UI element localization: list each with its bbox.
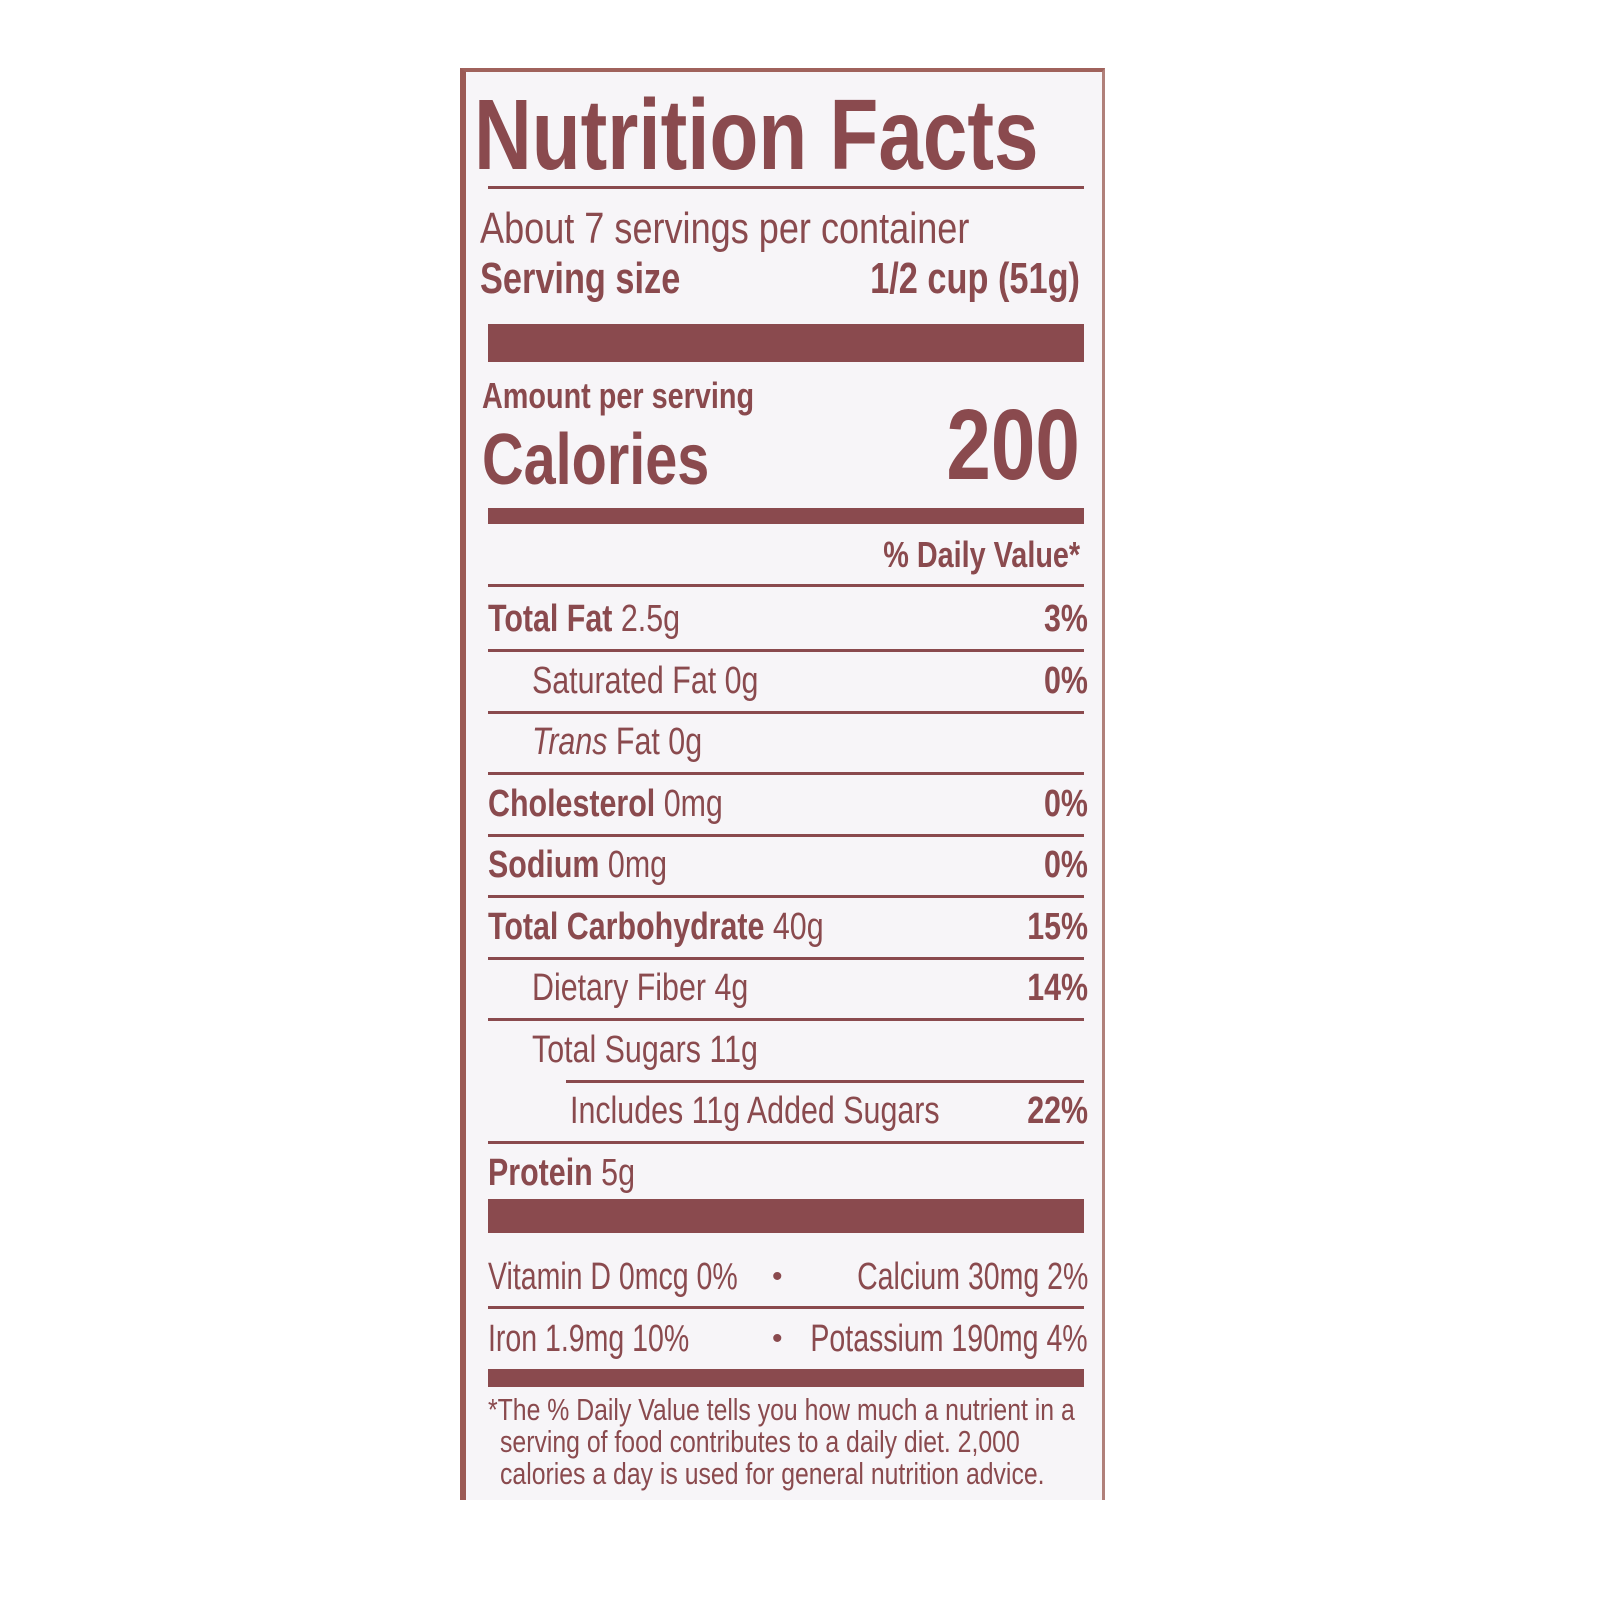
medium-divider — [488, 508, 1084, 524]
nutrient-amount: 0mg — [663, 782, 723, 825]
divider — [488, 186, 1084, 189]
nutrient-row: Sodium 0mg 0% — [488, 836, 1088, 894]
nutrient-label: Total Sugars 11g — [532, 1021, 758, 1079]
divider — [488, 649, 1084, 652]
amount-per-serving-text: Amount per serving — [482, 375, 755, 416]
vitamin-row: Iron 1.9mg 10% • Potassium 190mg 4% — [488, 1310, 1088, 1368]
serving-size-label: Serving size — [480, 254, 737, 304]
nutrient-name: Dietary Fiber — [532, 967, 706, 1009]
nutrient-row: Includes 11g Added Sugars 22% — [488, 1082, 1088, 1140]
nutrient-daily-value: 15% — [1027, 905, 1088, 948]
nutrient-row: Dietary Fiber 4g 14% — [488, 959, 1088, 1017]
nutrient-label: Sodium 0mg — [488, 836, 667, 894]
vitamin-row: Vitamin D 0mcg 0% • Calcium 30mg 2% — [488, 1248, 1088, 1306]
title-text: Nutrition Facts — [474, 79, 1039, 191]
nutrient-name: Includes 11g Added Sugars — [570, 1090, 940, 1132]
amount-per-serving: Amount per serving — [482, 374, 822, 418]
nutrient-name: Sodium — [488, 844, 600, 886]
nutrient-name: Total Fat — [488, 598, 613, 640]
nutrient-name: Total Sugars — [532, 1028, 701, 1071]
nutrient-row: Cholesterol 0mg 0% — [488, 775, 1088, 833]
iron: Iron 1.9mg 10% — [488, 1318, 690, 1360]
serving-size-value: 1/2 cup (51g) — [811, 254, 1080, 304]
medium-divider — [488, 1369, 1084, 1387]
divider — [488, 1018, 1084, 1021]
calcium: Calcium 30mg 2% — [856, 1256, 1088, 1298]
nutrient-daily-value: 0% — [1044, 659, 1088, 702]
nutrient-name: Saturated Fat — [532, 659, 717, 702]
nutrient-row: Protein 5g — [488, 1144, 1088, 1202]
nutrient-row: Saturated Fat 0g 0% — [488, 652, 1088, 710]
nutrient-label: Dietary Fiber 4g — [532, 959, 748, 1017]
nutrient-amount: 0g — [668, 721, 703, 763]
bullet: • — [772, 1260, 783, 1293]
nutrient-amount: 0g — [724, 659, 759, 702]
daily-value-header: % Daily Value* — [834, 530, 1080, 580]
nutrient-label: Trans Fat 0g — [532, 713, 702, 771]
nutrient-label: Cholesterol 0mg — [488, 775, 723, 833]
serving-size-label-text: Serving size — [480, 254, 681, 303]
nutrient-amount: 0mg — [607, 844, 668, 886]
label-title: Nutrition Facts — [474, 80, 1180, 190]
divider — [488, 1306, 1084, 1309]
vitamin-d: Vitamin D 0mcg 0% — [488, 1256, 738, 1298]
divider — [488, 584, 1084, 587]
calories-label-text: Calories — [482, 420, 710, 500]
nutrition-facts-label: Nutrition Facts About 7 servings per con… — [460, 68, 1105, 1500]
nutrient-label: Protein 5g — [488, 1144, 635, 1202]
footnote: *The % Daily Value tells you how much a … — [488, 1394, 1221, 1490]
nutrient-name: Total Carbohydrate — [488, 905, 765, 948]
nutrient-amount: 40g — [772, 905, 824, 948]
divider — [488, 772, 1084, 775]
nutrient-amount: 4g — [714, 967, 749, 1009]
nutrient-label: Total Fat 2.5g — [488, 590, 680, 648]
divider — [488, 895, 1084, 898]
divider — [488, 956, 1084, 960]
divider — [566, 1079, 1084, 1083]
divider — [488, 1141, 1084, 1144]
thick-divider — [488, 1199, 1084, 1233]
bullet: • — [772, 1322, 783, 1355]
nutrient-row: Total Carbohydrate 40g 15% — [488, 898, 1088, 956]
nutrient-label: Includes 11g Added Sugars — [570, 1082, 940, 1140]
thick-divider — [488, 324, 1084, 362]
nutrient-amount: 5g — [601, 1151, 635, 1194]
nutrient-label: Saturated Fat 0g — [532, 652, 758, 710]
nutrient-amount: 11g — [709, 1028, 758, 1071]
nutrient-amount: 2.5g — [620, 598, 681, 640]
potassium: Potassium 190mg 4% — [810, 1318, 1088, 1360]
servings-per-container: About 7 servings per container — [480, 204, 1077, 254]
calories-label: Calories — [482, 420, 766, 500]
nutrient-daily-value: 0% — [1044, 782, 1088, 825]
calories-value-text: 200 — [946, 389, 1080, 501]
nutrient-row: Total Sugars 11g — [488, 1021, 1088, 1079]
footnote-line: *The % Daily Value tells you how much a … — [488, 1392, 1075, 1427]
divider — [488, 833, 1084, 837]
nutrient-name-suffix: Fat — [615, 721, 660, 763]
nutrient-label: Total Carbohydrate 40g — [488, 898, 824, 956]
nutrient-daily-value: 3% — [1044, 598, 1088, 640]
daily-value-header-text: % Daily Value* — [883, 534, 1080, 575]
nutrient-row: Total Fat 2.5g 3% — [488, 590, 1088, 648]
calories-value: 200 — [913, 392, 1080, 498]
nutrient-name: Cholesterol — [488, 782, 656, 825]
footnote-line: calories a day is used for general nutri… — [500, 1456, 1045, 1491]
servings-text: About 7 servings per container — [480, 204, 970, 253]
divider — [488, 710, 1084, 714]
nutrient-daily-value: 22% — [1027, 1090, 1088, 1132]
nutrient-daily-value: 0% — [1044, 844, 1088, 886]
nutrient-row: Trans Fat 0g — [488, 713, 1088, 771]
nutrient-name: Protein — [488, 1151, 593, 1194]
serving-size-value-text: 1/2 cup (51g) — [870, 254, 1080, 303]
nutrient-daily-value: 14% — [1027, 967, 1088, 1009]
nutrient-name: Trans — [532, 721, 608, 763]
footnote-line: serving of food contributes to a daily d… — [500, 1424, 1020, 1459]
